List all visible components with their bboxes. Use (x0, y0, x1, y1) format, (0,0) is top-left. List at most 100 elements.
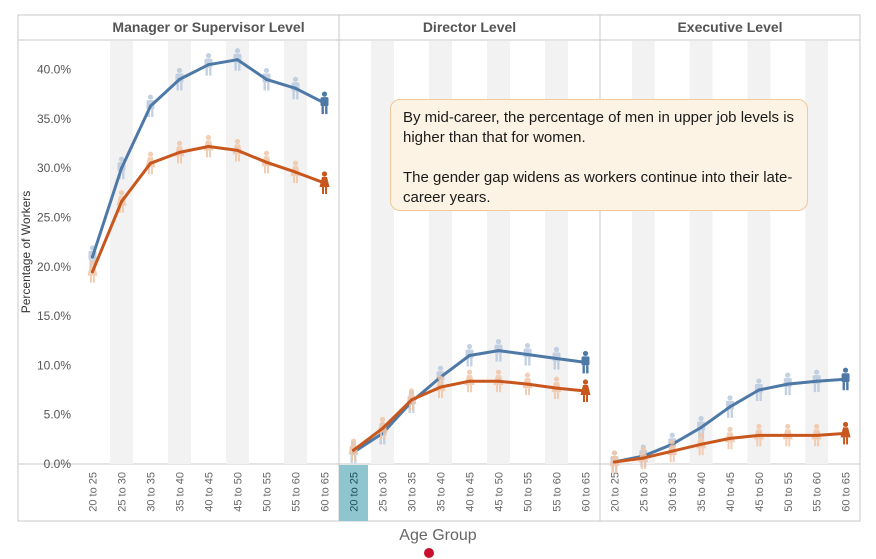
man-icon (176, 67, 183, 74)
woman-icon (611, 466, 614, 474)
man-icon (727, 395, 733, 401)
woman-icon (788, 439, 791, 447)
data-point-men (786, 382, 790, 386)
data-point-women (149, 161, 152, 165)
man-icon (122, 171, 125, 180)
woman-icon (412, 403, 414, 411)
woman-icon (814, 423, 820, 430)
woman-icon (727, 426, 733, 432)
woman-icon (354, 454, 356, 462)
woman-icon (785, 423, 791, 430)
x-tick-highlight (339, 465, 368, 521)
man-icon (785, 372, 791, 378)
x-tick-label: 30 to 35 (146, 472, 158, 512)
woman-icon (122, 205, 124, 213)
woman-icon (525, 388, 527, 396)
x-tick-label: 50 to 55 (523, 472, 535, 512)
data-point-men (468, 354, 471, 358)
data-point-men (526, 353, 529, 357)
x-tick-label: 60 to 65 (581, 472, 593, 512)
woman-icon (785, 439, 788, 447)
man-icon (466, 343, 473, 350)
y-tick-label: 40.0% (37, 63, 71, 77)
data-point-men (699, 426, 703, 430)
woman-icon (205, 134, 212, 141)
man-icon (292, 91, 295, 100)
data-point-women (236, 148, 239, 152)
x-tick-label: 55 to 60 (552, 472, 564, 512)
panel-title: Executive Level (677, 19, 782, 35)
data-point-men (757, 388, 761, 392)
data-point-women (844, 431, 848, 435)
data-point-women (207, 144, 210, 148)
column-stripe (110, 41, 133, 464)
annotation-callout: By mid-career, the percentage of men in … (390, 99, 808, 211)
woman-icon (499, 385, 501, 393)
woman-icon (235, 154, 237, 162)
man-icon (321, 106, 324, 115)
x-tick-label: 35 to 40 (696, 472, 708, 512)
data-point-men (844, 377, 848, 381)
column-stripe (284, 41, 307, 464)
man-icon (756, 378, 762, 384)
woman-icon (267, 166, 269, 174)
woman-icon (441, 391, 443, 399)
man-icon (524, 342, 531, 349)
panel-title: Director Level (423, 19, 516, 35)
man-icon (582, 350, 589, 357)
y-tick-label: 0.0% (44, 457, 72, 471)
x-tick-label: 55 to 60 (291, 472, 303, 512)
woman-icon (495, 369, 502, 375)
woman-icon (643, 462, 646, 470)
x-axis-title: Age Group (399, 527, 477, 544)
woman-icon (756, 423, 762, 430)
woman-icon (380, 432, 382, 440)
x-tick-label: 45 to 50 (233, 472, 245, 512)
x-tick-label: 20 to 25 (349, 472, 361, 512)
column-stripe (226, 41, 249, 464)
x-tick-label: 25 to 30 (117, 472, 129, 512)
x-tick-label: 50 to 55 (783, 472, 795, 512)
data-point-men (728, 405, 732, 409)
column-stripe (168, 41, 191, 464)
woman-icon (557, 392, 559, 400)
woman-icon (296, 176, 298, 184)
woman-icon (234, 138, 241, 145)
x-tick-label: 20 to 25 (88, 472, 100, 512)
man-icon (205, 53, 212, 59)
man-icon (814, 369, 820, 375)
cutoff-marker-dot (424, 548, 434, 558)
data-point-women (323, 181, 326, 185)
woman-icon (669, 455, 672, 463)
woman-icon (180, 156, 182, 164)
x-tick-label: 40 to 45 (204, 472, 216, 512)
woman-icon (90, 275, 92, 283)
x-tick-label: 25 to 30 (638, 472, 650, 512)
woman-icon (640, 462, 643, 470)
data-point-men (265, 77, 268, 81)
man-icon (755, 393, 759, 402)
data-point-women (612, 460, 616, 464)
man-icon (263, 82, 266, 91)
y-tick-label: 35.0% (37, 112, 71, 126)
woman-icon (669, 439, 675, 445)
woman-icon (176, 140, 183, 147)
man-icon (698, 415, 704, 422)
x-tick-label: 25 to 30 (378, 472, 390, 512)
man-icon (524, 357, 527, 366)
data-point-men (323, 101, 326, 105)
man-icon (586, 365, 589, 374)
y-tick-label: 25.0% (37, 210, 71, 224)
column-stripe (805, 41, 829, 464)
man-icon (817, 384, 820, 393)
x-tick-label: 60 to 65 (841, 472, 853, 512)
man-icon (180, 82, 183, 91)
man-icon (495, 339, 502, 345)
woman-icon (756, 439, 759, 447)
data-point-women (439, 385, 442, 389)
woman-icon (408, 388, 415, 394)
man-icon (846, 382, 849, 391)
woman-icon (209, 150, 211, 158)
man-icon (234, 48, 241, 54)
